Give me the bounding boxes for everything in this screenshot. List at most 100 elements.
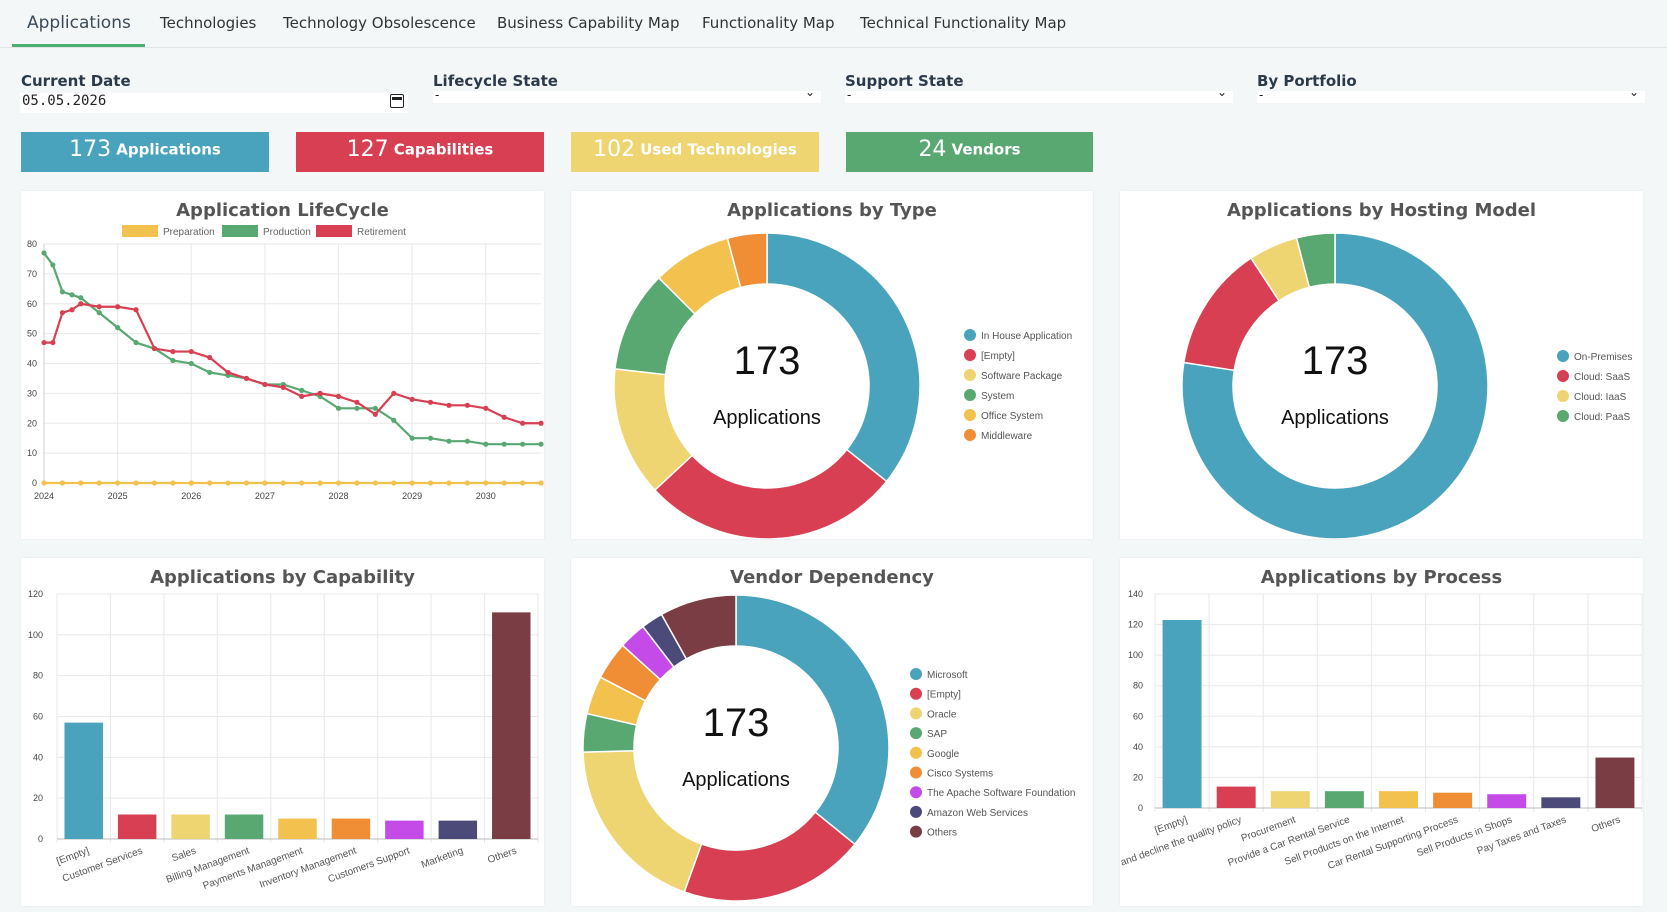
bar xyxy=(1487,794,1527,808)
series-line xyxy=(44,302,541,425)
data-point xyxy=(115,480,121,486)
kpi-capabilities[interactable]: 127 Capabilities xyxy=(296,132,544,172)
chart-title: Application LifeCycle xyxy=(176,200,389,221)
data-point xyxy=(335,405,342,411)
y-tick-label: 100 xyxy=(1128,650,1143,660)
data-point xyxy=(243,375,250,382)
applications-by-hosting-card: Applications by Hosting Model 173 Applica… xyxy=(1120,191,1643,539)
kpi-applications[interactable]: 173 Applications xyxy=(21,132,269,172)
data-point xyxy=(96,310,102,316)
data-point xyxy=(464,402,470,408)
data-point xyxy=(207,369,213,376)
legend-swatch xyxy=(910,668,922,680)
tab-bar: Applications Technologies Technology Obs… xyxy=(0,0,1667,48)
x-tick-label: 2027 xyxy=(255,491,275,501)
data-point xyxy=(354,480,360,486)
x-tick-label: Others xyxy=(486,845,518,866)
center-number: 173 xyxy=(734,339,801,383)
tab-technologies[interactable]: Technologies xyxy=(160,14,257,32)
tab-technology-obsolescence[interactable]: Technology Obsolescence xyxy=(283,14,476,32)
data-point xyxy=(391,480,397,486)
x-tick-label: Pay Taxes and Taxes xyxy=(1476,814,1568,857)
by-portfolio-select[interactable]: - ⌄ xyxy=(1257,85,1645,103)
data-point xyxy=(59,480,66,486)
legend-swatch xyxy=(910,805,922,818)
tab-business-capability-map[interactable]: Business Capability Map xyxy=(497,14,680,32)
tab-applications[interactable]: Applications xyxy=(27,13,131,33)
center-label: Applications xyxy=(682,769,790,791)
y-tick-label: 70 xyxy=(27,269,37,279)
data-point xyxy=(501,414,507,420)
applications-by-type-donut: 173 Applications In House Application [Empt… xyxy=(613,232,1072,539)
tab-functionality-map[interactable]: Functionality Map xyxy=(702,14,835,32)
data-point xyxy=(409,435,415,441)
data-point xyxy=(483,480,489,486)
bar xyxy=(1541,797,1581,808)
x-tick-label: [Empty] xyxy=(55,845,91,867)
chevron-down-icon: ⌄ xyxy=(804,85,815,99)
applications-by-process-card: Applications by Process 0 20 40 60 80 100 120 1… xyxy=(1120,558,1643,906)
data-point xyxy=(78,480,84,486)
legend-swatch xyxy=(910,786,922,799)
y-tick-label: 40 xyxy=(27,359,37,369)
vendor-dependency-donut: 173 Applications Microsoft [Empty] Oracle SAP… xyxy=(582,594,1075,902)
data-point xyxy=(501,480,507,486)
data-point xyxy=(151,480,158,486)
bar xyxy=(224,814,264,839)
legend-swatch xyxy=(122,225,158,237)
support-state-select[interactable]: - ⌄ xyxy=(845,86,1233,103)
x-tick-label: Marketing xyxy=(420,845,465,870)
kpi-label: Used Technologies xyxy=(640,140,797,159)
kpi-used-technologies[interactable]: 102 Used Technologies xyxy=(571,132,819,172)
x-tick-label: 2028 xyxy=(329,491,349,501)
legend-label: [Empty] xyxy=(927,690,961,701)
data-point xyxy=(225,480,231,486)
legend-swatch xyxy=(964,389,976,401)
kpi-number: 127 xyxy=(346,137,389,162)
data-point xyxy=(225,369,231,376)
donut-slice xyxy=(653,448,888,539)
data-point xyxy=(170,480,176,486)
data-point xyxy=(446,402,452,408)
y-tick-label: 0 xyxy=(38,834,43,844)
legend-label: Cisco Systems xyxy=(927,769,993,780)
bar xyxy=(1216,786,1256,808)
legend-swatch xyxy=(1557,350,1569,362)
lifecycle-state-value: - xyxy=(435,88,440,102)
tab-technical-functionality-map[interactable]: Technical Functionality Map xyxy=(860,14,1067,32)
data-point xyxy=(133,480,139,486)
legend-swatch xyxy=(964,329,976,341)
y-tick-label: 0 xyxy=(32,478,37,488)
legend-label: Retirement xyxy=(357,227,406,238)
calendar-icon[interactable] xyxy=(390,94,404,108)
legend-label: Cloud: IaaS xyxy=(1574,392,1627,403)
legend-label: Production xyxy=(263,227,311,238)
donut-slice xyxy=(726,232,768,289)
legend-label: Amazon Web Services xyxy=(927,808,1028,819)
bar xyxy=(278,818,317,839)
donut-slice xyxy=(683,811,856,902)
kpi-number: 173 xyxy=(69,137,112,162)
legend-label: Microsoft xyxy=(927,670,968,681)
kpi-vendors[interactable]: 24 Vendors xyxy=(846,132,1093,172)
x-tick-label: 2026 xyxy=(181,491,201,501)
data-point xyxy=(354,405,360,411)
data-point xyxy=(372,480,378,486)
chevron-down-icon: ⌄ xyxy=(1628,85,1639,99)
data-point xyxy=(427,399,434,405)
lifecycle-state-select[interactable]: - ⌄ xyxy=(433,85,821,103)
data-point xyxy=(133,339,139,346)
data-point xyxy=(354,399,360,405)
data-point xyxy=(207,354,213,361)
legend-label: Others xyxy=(927,828,957,839)
y-tick-label: 20 xyxy=(33,793,43,803)
bar xyxy=(171,814,210,839)
current-date-input[interactable]: 05.05.2026 xyxy=(20,93,408,113)
data-point xyxy=(96,304,102,310)
data-point xyxy=(299,387,305,393)
x-tick-label: 2030 xyxy=(476,491,496,501)
data-point xyxy=(538,480,544,486)
data-point xyxy=(538,420,544,426)
data-point xyxy=(59,289,66,295)
